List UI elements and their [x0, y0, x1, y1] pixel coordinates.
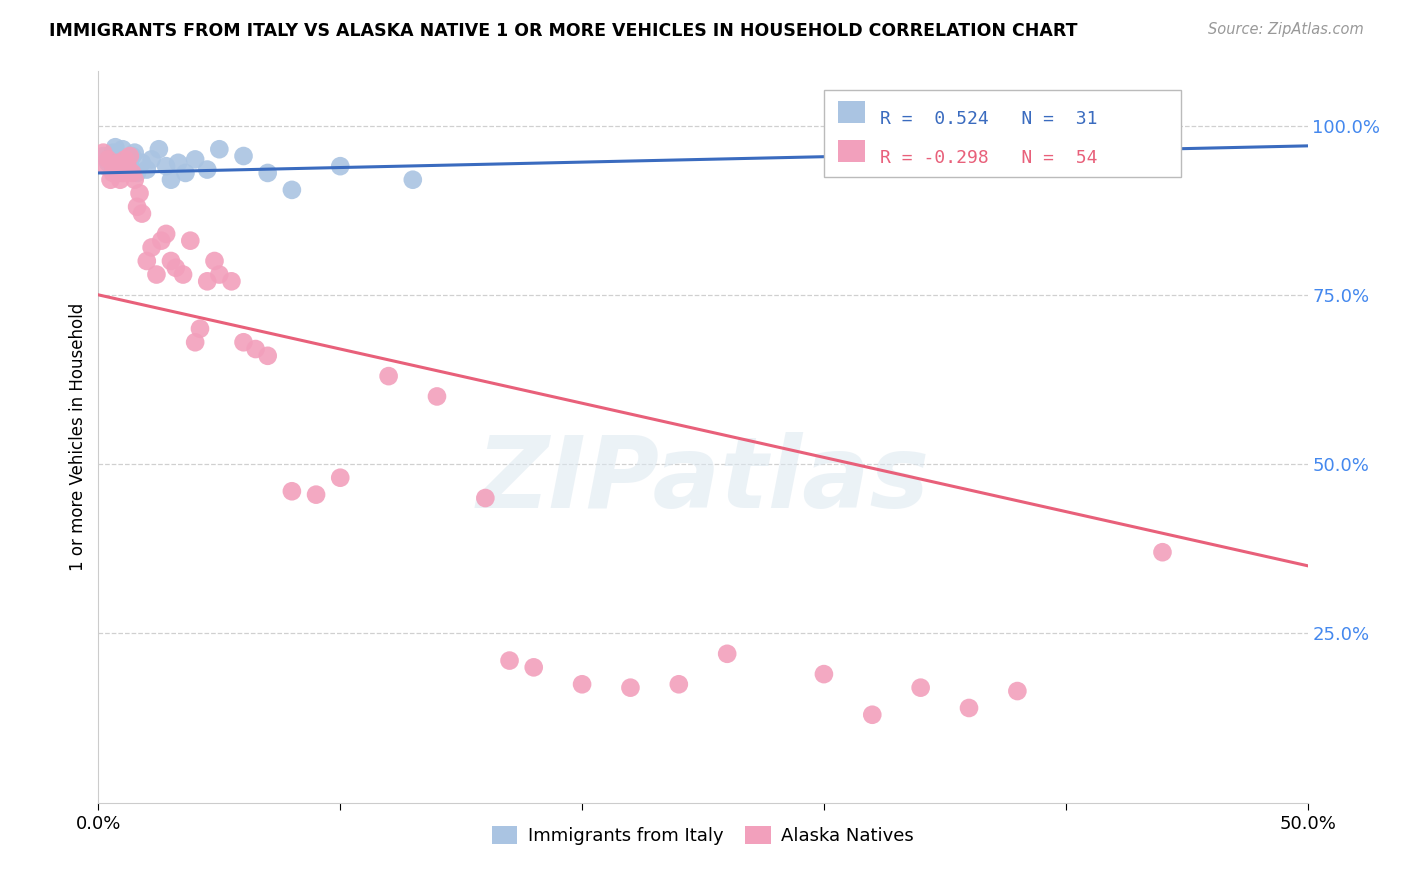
Point: [114, 162, 136, 177]
Point: [195, 162, 218, 177]
Point: [124, 172, 146, 186]
Text: IMMIGRANTS FROM ITALY VS ALASKA NATIVE 1 OR MORE VEHICLES IN HOUSEHOLD CORRELATI: IMMIGRANTS FROM ITALY VS ALASKA NATIVE 1…: [49, 22, 1078, 40]
Point: [141, 153, 163, 167]
Point: [179, 234, 201, 248]
Point: [101, 166, 124, 180]
Point: [111, 166, 134, 180]
Point: [281, 183, 304, 197]
Point: [256, 349, 278, 363]
Point: [118, 149, 141, 163]
Point: [571, 677, 593, 691]
Legend: Immigrants from Italy, Alaska Natives: Immigrants from Italy, Alaska Natives: [485, 819, 921, 852]
Point: [141, 240, 163, 254]
Point: [174, 166, 197, 180]
Point: [377, 369, 399, 384]
Point: [107, 166, 129, 180]
Point: [108, 159, 131, 173]
Y-axis label: 1 or more Vehicles in Household: 1 or more Vehicles in Household: [69, 303, 87, 571]
Point: [117, 159, 139, 173]
Point: [104, 162, 127, 177]
Point: [1054, 119, 1077, 133]
Point: [329, 471, 352, 485]
Point: [860, 707, 883, 722]
Point: [131, 156, 153, 170]
Point: [1091, 119, 1114, 133]
Point: [474, 491, 496, 505]
FancyBboxPatch shape: [824, 90, 1181, 178]
Point: [208, 142, 231, 156]
Point: [957, 701, 980, 715]
Text: R =  0.524   N =  31: R = 0.524 N = 31: [880, 111, 1097, 128]
Point: [114, 153, 136, 167]
Point: [1152, 545, 1174, 559]
Point: [160, 172, 183, 186]
Point: [208, 268, 231, 282]
Point: [155, 159, 177, 173]
Point: [117, 153, 139, 167]
Point: [148, 142, 170, 156]
Point: [305, 488, 328, 502]
Point: [128, 186, 150, 201]
Point: [107, 156, 129, 170]
Point: [135, 162, 157, 177]
Point: [523, 660, 546, 674]
Point: [619, 681, 641, 695]
Point: [121, 149, 143, 163]
Point: [124, 145, 146, 160]
Point: [204, 254, 226, 268]
Point: [131, 206, 153, 220]
Text: Source: ZipAtlas.com: Source: ZipAtlas.com: [1208, 22, 1364, 37]
Point: [245, 342, 267, 356]
Point: [184, 153, 207, 167]
Point: [1007, 684, 1029, 698]
Point: [121, 166, 143, 180]
Point: [160, 254, 183, 268]
Point: [184, 335, 207, 350]
Point: [91, 149, 114, 163]
Point: [910, 681, 932, 695]
Point: [172, 268, 194, 282]
Point: [167, 156, 190, 170]
Point: [256, 166, 278, 180]
Text: R = -0.298   N =  54: R = -0.298 N = 54: [880, 149, 1097, 167]
Point: [111, 142, 134, 156]
Point: [97, 156, 120, 170]
Text: ZIPatlas: ZIPatlas: [477, 433, 929, 530]
Point: [1102, 119, 1125, 133]
Point: [127, 200, 149, 214]
Point: [101, 145, 124, 160]
Point: [232, 149, 254, 163]
Point: [94, 159, 117, 173]
Point: [426, 389, 449, 403]
Point: [716, 647, 738, 661]
Point: [165, 260, 187, 275]
Point: [195, 274, 218, 288]
Point: [402, 172, 425, 186]
FancyBboxPatch shape: [838, 102, 865, 123]
Point: [104, 140, 127, 154]
Point: [188, 322, 211, 336]
Point: [135, 254, 157, 268]
Point: [813, 667, 835, 681]
Point: [232, 335, 254, 350]
Point: [127, 166, 149, 180]
Point: [118, 158, 141, 172]
Point: [145, 268, 167, 282]
Point: [100, 172, 122, 186]
Point: [108, 172, 131, 186]
Point: [221, 274, 243, 288]
Point: [91, 145, 114, 160]
Point: [150, 234, 173, 248]
Point: [498, 654, 520, 668]
Point: [97, 153, 120, 167]
Point: [155, 227, 177, 241]
Point: [281, 484, 304, 499]
Point: [668, 677, 690, 691]
Point: [329, 159, 352, 173]
FancyBboxPatch shape: [838, 140, 865, 161]
